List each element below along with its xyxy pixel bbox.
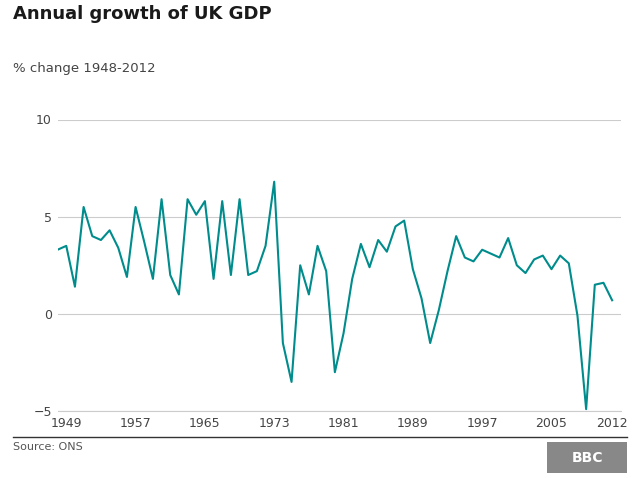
Text: Source: ONS: Source: ONS (13, 442, 83, 452)
Text: % change 1948-2012: % change 1948-2012 (13, 62, 156, 75)
Text: Annual growth of UK GDP: Annual growth of UK GDP (13, 5, 271, 23)
Text: BBC: BBC (572, 451, 603, 465)
